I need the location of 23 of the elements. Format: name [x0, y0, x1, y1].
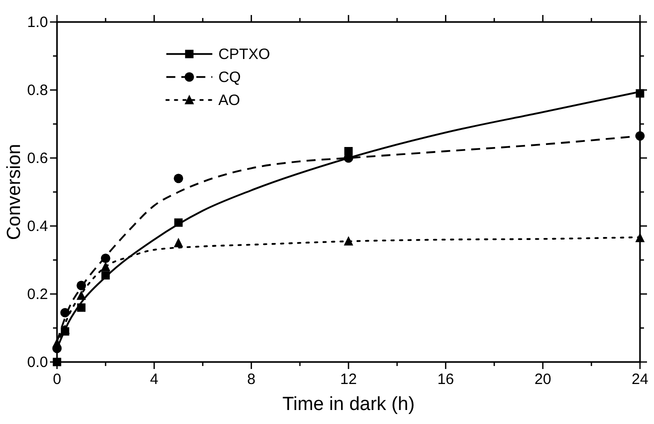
- y-axis-title: Conversion: [4, 144, 25, 240]
- y-tick-label: 0.0: [27, 354, 48, 371]
- point: [174, 174, 184, 184]
- x-tick-label: 20: [534, 371, 552, 388]
- x-tick-label: 4: [150, 371, 158, 388]
- point: [52, 358, 62, 366]
- legend-label: CQ: [218, 69, 241, 86]
- y-tick-label: 0.2: [27, 286, 48, 303]
- legend-label: CPTXO: [218, 46, 270, 63]
- x-tick-label: 8: [247, 371, 256, 388]
- y-tick-label: 0.8: [27, 82, 48, 99]
- y-tick-label: 1.0: [27, 14, 48, 31]
- legend-label: AO: [218, 92, 240, 109]
- x-axis-title: Time in dark (h): [282, 394, 415, 415]
- y-tick-label: 0.4: [27, 218, 48, 235]
- point: [344, 236, 354, 246]
- x-tick-label: 16: [437, 371, 454, 388]
- y-tick-label: 0.6: [27, 150, 48, 167]
- x-tick-label: 0: [52, 371, 62, 388]
- x-tick-label: 24: [632, 371, 648, 388]
- point: [174, 238, 184, 248]
- point: [635, 232, 645, 242]
- x-tick-label: 12: [340, 371, 357, 388]
